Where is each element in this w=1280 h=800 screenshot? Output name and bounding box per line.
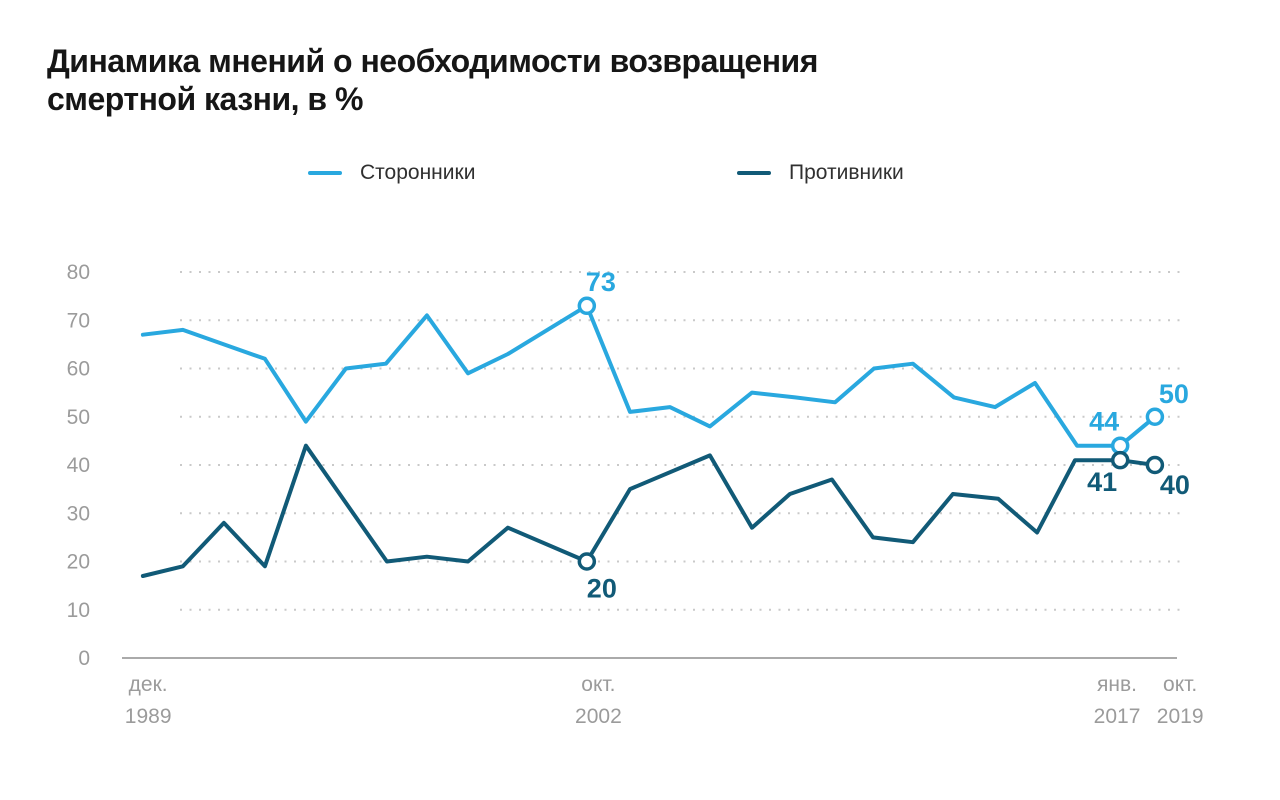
y-tick-label-30: 30 [67, 502, 90, 525]
y-tick-label-10: 10 [67, 599, 90, 622]
point-label-41: 41 [1087, 467, 1117, 497]
point-label-20: 20 [587, 574, 617, 604]
page-title-line2: смертной казни, в % [47, 81, 363, 117]
x-tick-label-year-3: 2019 [1157, 705, 1204, 728]
point-label-44: 44 [1089, 407, 1119, 437]
series-line-opponents [140, 443, 1157, 578]
data-point-marker-41 [1110, 450, 1130, 470]
y-tick-label-0: 0 [78, 647, 90, 670]
page-title-line1: Динамика мнений о необходимости возвраще… [47, 43, 818, 79]
y-tick-label-70: 70 [67, 309, 90, 332]
point-label-73: 73 [586, 267, 616, 297]
y-tick-label-50: 50 [67, 406, 90, 429]
x-tick-label-top-0: дек. [129, 673, 168, 696]
x-tick-label-year-0: 1989 [125, 705, 172, 728]
x-tick-label-top-1: окт. [581, 673, 615, 696]
x-tick-label-top-3: окт. [1163, 673, 1197, 696]
point-label-40: 40 [1160, 470, 1190, 500]
legend-swatch-supporters [308, 171, 342, 175]
page-title: Динамика мнений о необходимости возвраще… [47, 42, 818, 118]
data-point-marker-73 [577, 296, 597, 316]
x-tick-label-year-2: 2017 [1094, 705, 1141, 728]
chart-legend: Сторонники Противники [0, 158, 1280, 188]
legend-item-supporters: Сторонники [308, 158, 475, 188]
point-label-50: 50 [1159, 379, 1189, 409]
y-tick-label-20: 20 [67, 551, 90, 574]
legend-swatch-opponents [737, 171, 771, 175]
legend-item-opponents: Противники [737, 158, 904, 188]
y-tick-label-40: 40 [67, 454, 90, 477]
y-tick-label-60: 60 [67, 358, 90, 381]
y-tick-label-80: 80 [67, 261, 90, 284]
series-line-supporters [140, 303, 1157, 448]
data-point-marker-40 [1145, 455, 1165, 475]
data-point-marker-20 [577, 552, 597, 571]
data-point-marker-50 [1145, 407, 1165, 426]
legend-label-opponents: Противники [789, 161, 904, 184]
legend-label-supporters: Сторонники [360, 161, 476, 184]
x-tick-label-top-2: янв. [1097, 673, 1137, 696]
x-tick-label-year-1: 2002 [575, 705, 622, 728]
